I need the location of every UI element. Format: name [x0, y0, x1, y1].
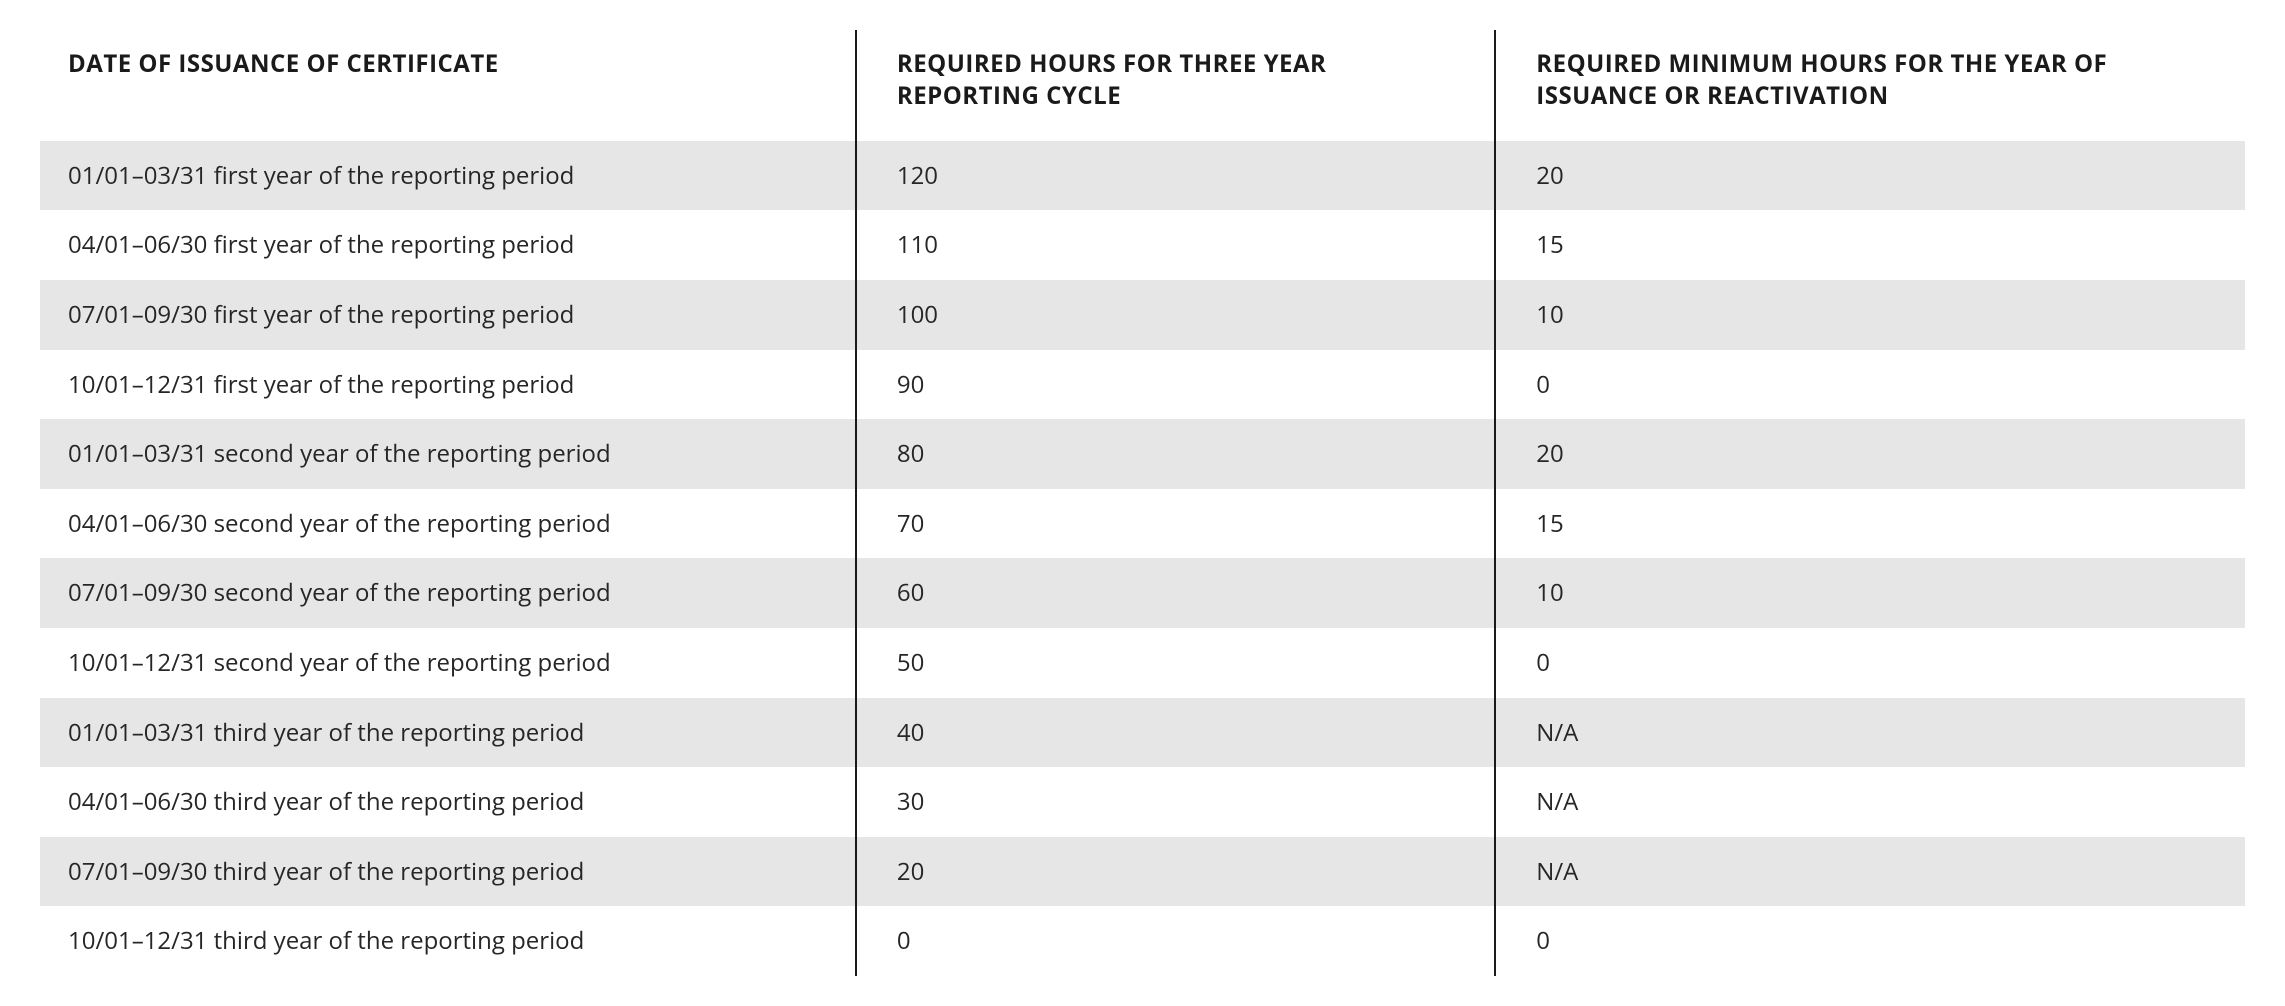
col-header-cycle: REQUIRED HOURS FOR THREE YEAR REPORTING … [856, 30, 1495, 141]
cell-min: 20 [1495, 141, 2245, 211]
cell-date: 10/01–12/31 second year of the reporting… [40, 628, 856, 698]
table-row: 07/01–09/30 second year of the reporting… [40, 558, 2245, 628]
col-header-date: DATE OF ISSUANCE OF CERTIFICATE [40, 30, 856, 141]
cell-min: N/A [1495, 698, 2245, 768]
cell-min: 0 [1495, 906, 2245, 976]
table-row: 04/01–06/30 second year of the reporting… [40, 489, 2245, 559]
requirements-table: DATE OF ISSUANCE OF CERTIFICATE REQUIRED… [40, 30, 2245, 976]
table-row: 01/01–03/31 first year of the reporting … [40, 141, 2245, 211]
cell-cycle: 20 [856, 837, 1495, 907]
col-header-min: REQUIRED MINIMUM HOURS FOR THE YEAR OF I… [1495, 30, 2245, 141]
table-row: 07/01–09/30 first year of the reporting … [40, 280, 2245, 350]
table-row: 10/01–12/31 second year of the reporting… [40, 628, 2245, 698]
table-row: 04/01–06/30 third year of the reporting … [40, 767, 2245, 837]
cell-cycle: 90 [856, 350, 1495, 420]
cell-min: 0 [1495, 628, 2245, 698]
cell-cycle: 40 [856, 698, 1495, 768]
cell-cycle: 120 [856, 141, 1495, 211]
cell-date: 07/01–09/30 second year of the reporting… [40, 558, 856, 628]
cell-min: 0 [1495, 350, 2245, 420]
table-row: 07/01–09/30 third year of the reporting … [40, 837, 2245, 907]
cell-date: 07/01–09/30 first year of the reporting … [40, 280, 856, 350]
cell-date: 01/01–03/31 third year of the reporting … [40, 698, 856, 768]
cell-min: N/A [1495, 837, 2245, 907]
cell-cycle: 70 [856, 489, 1495, 559]
table-row: 10/01–12/31 third year of the reporting … [40, 906, 2245, 976]
cell-cycle: 100 [856, 280, 1495, 350]
table-header-row: DATE OF ISSUANCE OF CERTIFICATE REQUIRED… [40, 30, 2245, 141]
cell-min: 15 [1495, 489, 2245, 559]
cell-date: 04/01–06/30 second year of the reporting… [40, 489, 856, 559]
cell-min: 15 [1495, 210, 2245, 280]
cell-date: 01/01–03/31 second year of the reporting… [40, 419, 856, 489]
cell-cycle: 50 [856, 628, 1495, 698]
cell-date: 01/01–03/31 first year of the reporting … [40, 141, 856, 211]
table-row: 01/01–03/31 second year of the reporting… [40, 419, 2245, 489]
cell-cycle: 30 [856, 767, 1495, 837]
cell-cycle: 0 [856, 906, 1495, 976]
cell-min: 10 [1495, 558, 2245, 628]
cell-date: 04/01–06/30 first year of the reporting … [40, 210, 856, 280]
cell-date: 10/01–12/31 first year of the reporting … [40, 350, 856, 420]
table-row: 10/01–12/31 first year of the reporting … [40, 350, 2245, 420]
cell-date: 10/01–12/31 third year of the reporting … [40, 906, 856, 976]
table-row: 04/01–06/30 first year of the reporting … [40, 210, 2245, 280]
cell-min: N/A [1495, 767, 2245, 837]
cell-cycle: 60 [856, 558, 1495, 628]
cell-date: 07/01–09/30 third year of the reporting … [40, 837, 856, 907]
cell-min: 20 [1495, 419, 2245, 489]
cell-cycle: 80 [856, 419, 1495, 489]
cell-date: 04/01–06/30 third year of the reporting … [40, 767, 856, 837]
cell-cycle: 110 [856, 210, 1495, 280]
table-row: 01/01–03/31 third year of the reporting … [40, 698, 2245, 768]
cell-min: 10 [1495, 280, 2245, 350]
